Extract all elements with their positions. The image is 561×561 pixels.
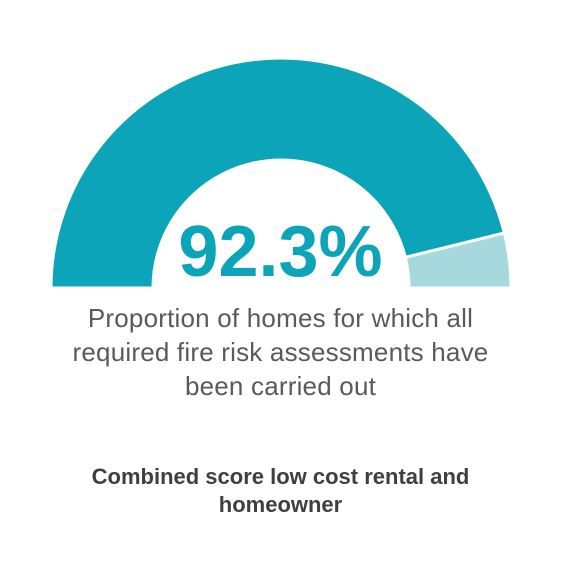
gauge-subtitle: Combined score low cost rental and homeo… <box>0 463 561 518</box>
gauge-percent-value: 92.3% <box>41 216 521 288</box>
gauge-description: Proportion of homes for which all requir… <box>0 302 561 403</box>
gauge-chart: 92.3% <box>41 48 521 288</box>
